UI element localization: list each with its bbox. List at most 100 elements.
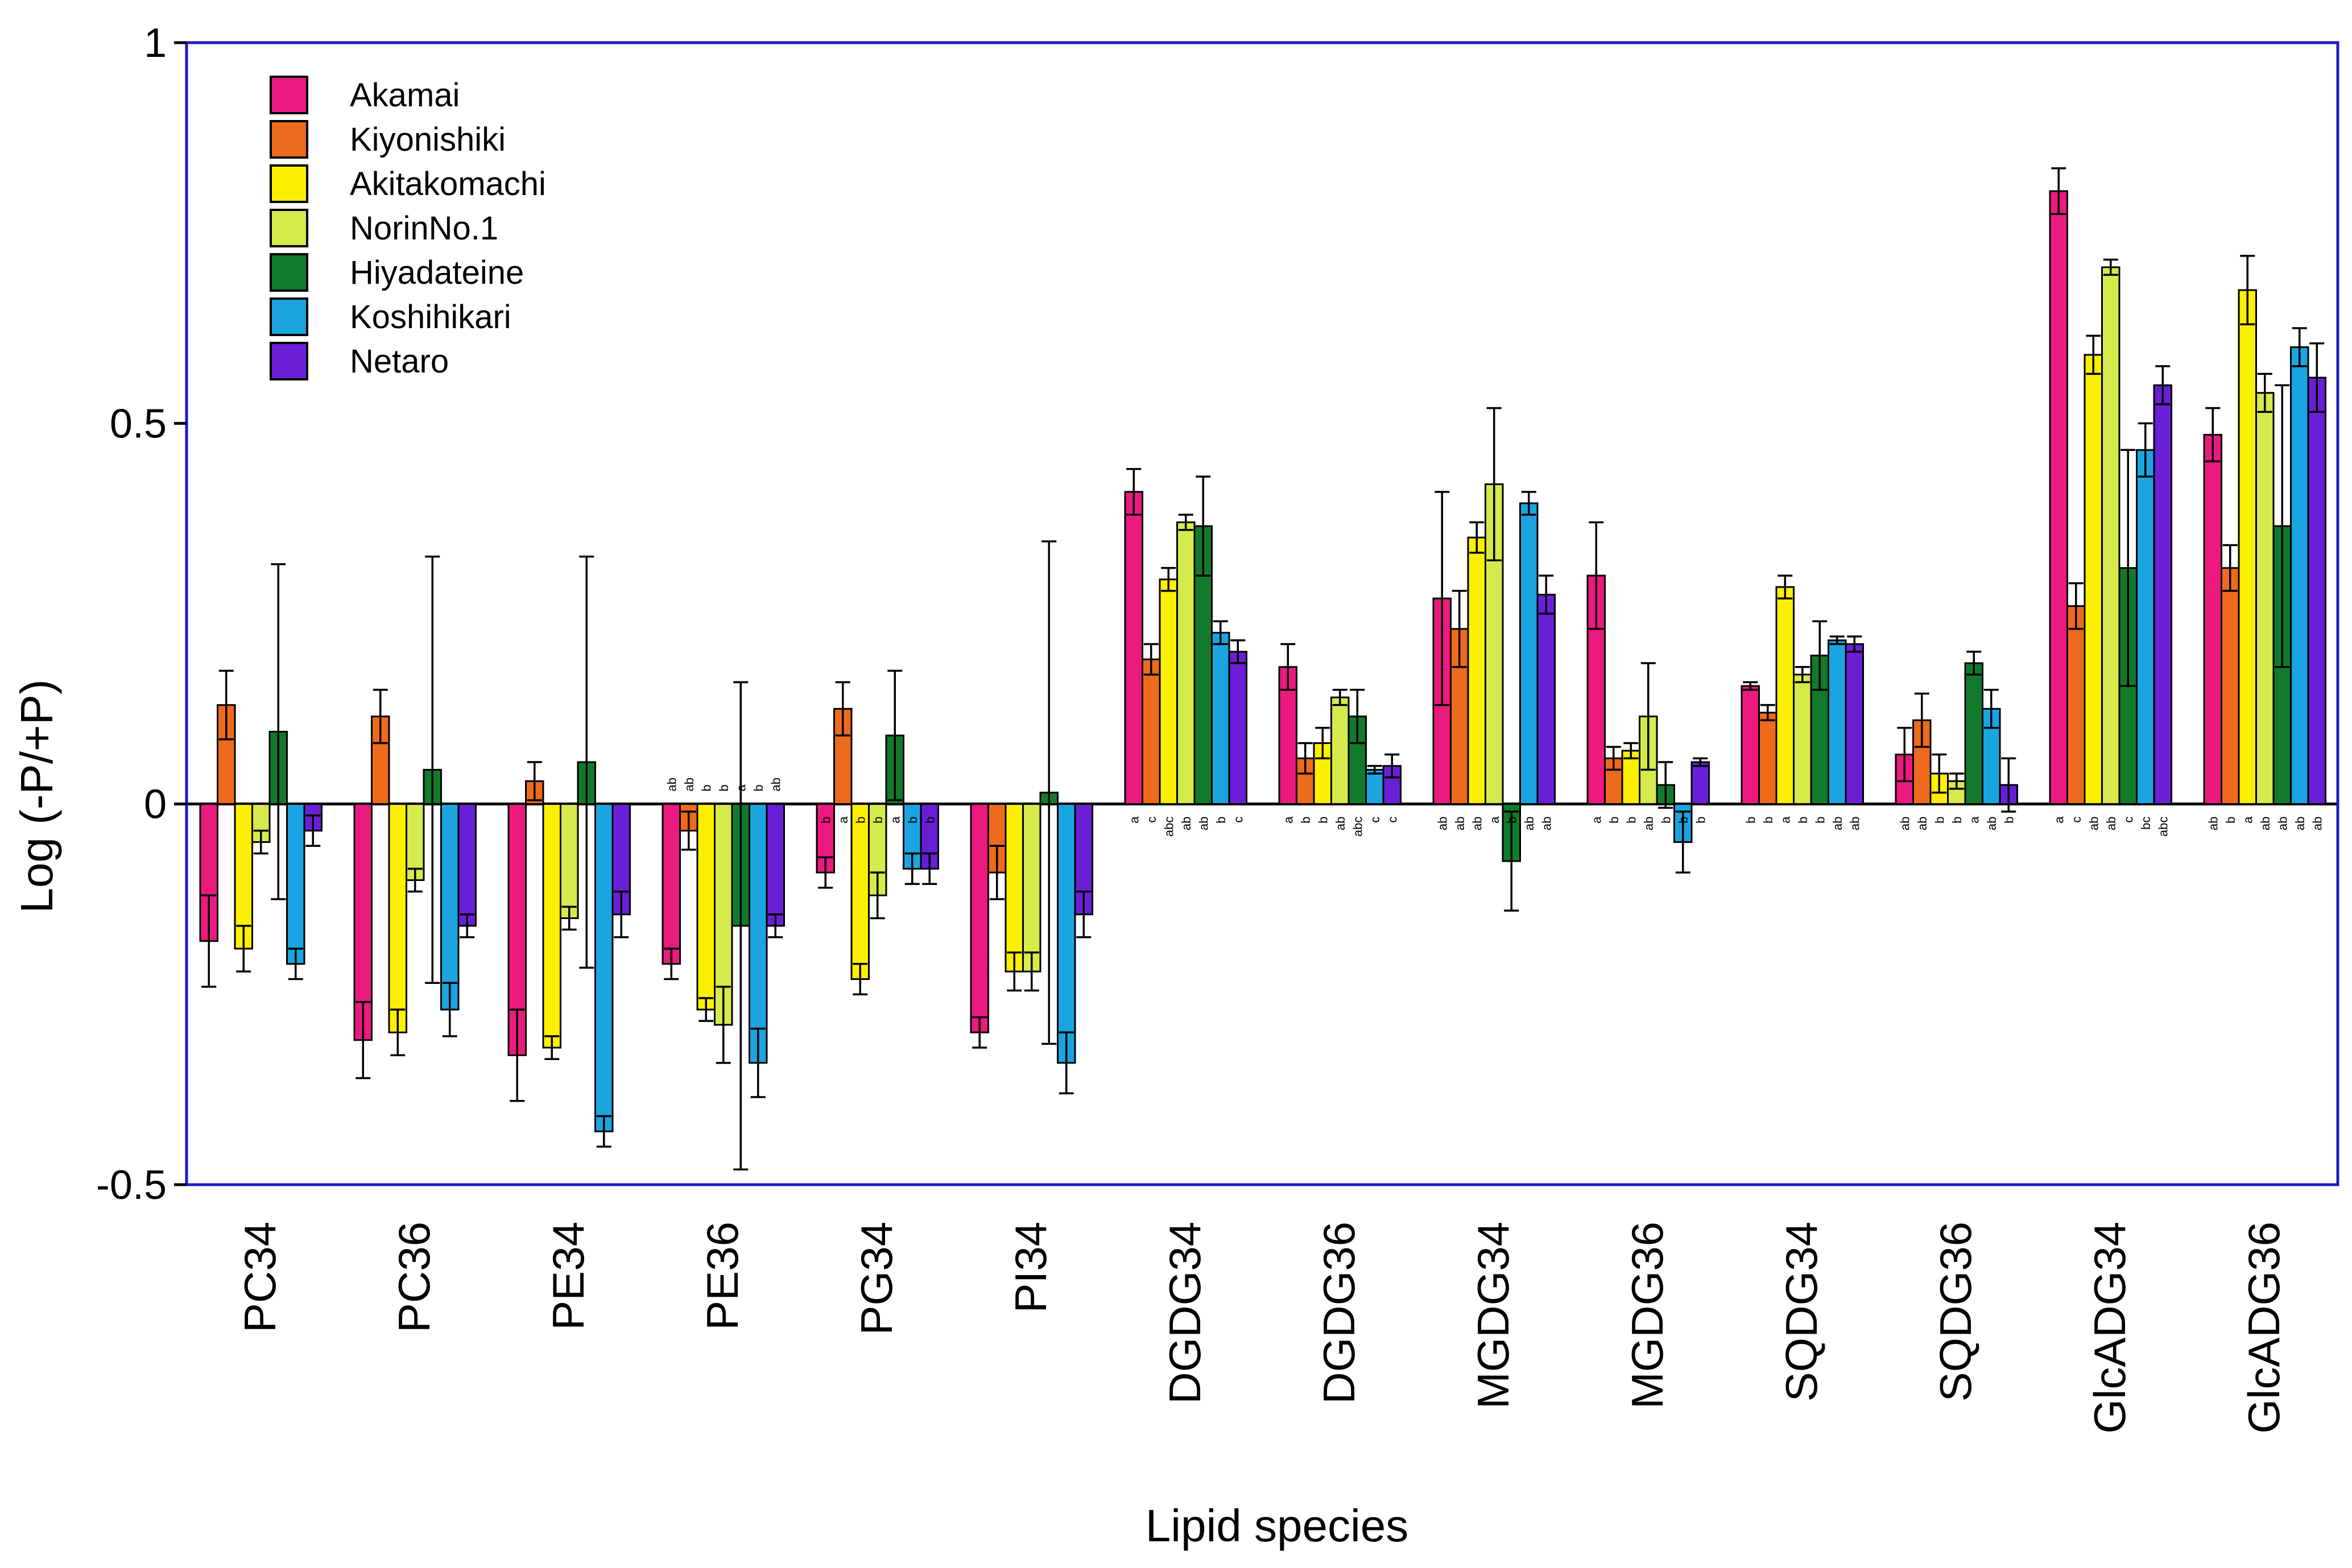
significance-letter: b [1504, 817, 1519, 824]
legend-swatch-NorinNo.1 [270, 209, 308, 247]
bar-PC36-Koshihikari [440, 803, 460, 1011]
significance-letter: b [853, 817, 867, 824]
y-tick-label: -0.5 [96, 1162, 167, 1208]
legend-swatch-Netaro [270, 342, 308, 380]
y-tick-label: 0.5 [110, 401, 167, 446]
bar-GlcADG36-Kiyonishiki [2221, 567, 2240, 805]
significance-letter: c [2069, 817, 2084, 823]
legend-label-Hiyadateine: Hiyadateine [350, 254, 524, 291]
significance-letter: ab [1985, 817, 1999, 830]
significance-letter: b [1796, 817, 1810, 824]
legend: Akamai Kiyonishiki Akitakomachi NorinNo.1 Hi… [270, 76, 546, 380]
bar-MGDG34-Koshihikari [1519, 502, 1539, 805]
legend-label-Akitakomachi: Akitakomachi [350, 166, 546, 202]
bar-DGDG34-Akamai [1124, 491, 1143, 805]
category-label-SQDG34: SQDG34 [1776, 1222, 1826, 1401]
bar-SQDG34-NorinNo.1 [1793, 673, 1812, 805]
significance-letter: b [751, 784, 766, 791]
significance-letter: a [1589, 816, 1603, 824]
legend-label-Koshihikari: Koshihikari [350, 299, 511, 336]
bar-SQDG34-Akitakomachi [1775, 586, 1795, 805]
significance-letter: abc [1161, 817, 1176, 837]
significance-letter: b [923, 817, 937, 824]
significance-letter: ab [1196, 817, 1210, 830]
significance-letter: ab [2104, 817, 2118, 830]
bar-DGDG34-Akitakomachi [1159, 578, 1178, 805]
bar-PE36-Koshihikari [749, 803, 768, 1064]
significance-letter: b [1316, 817, 1330, 824]
legend-swatch-Koshihikari [270, 297, 308, 336]
significance-letter: ab [1179, 817, 1193, 830]
error-bars-group [201, 167, 2325, 1170]
significance-letter: ab [1522, 817, 1536, 830]
bar-DGDG34-Netaro [1228, 651, 1247, 805]
bar-GlcADG36-Akamai [2203, 433, 2222, 805]
bar-PC36-Akitakomachi [388, 803, 407, 1033]
category-label-MGDG34: MGDG34 [1468, 1222, 1518, 1409]
legend-label-Netaro: Netaro [350, 343, 449, 380]
significance-letter: ab [1915, 817, 1929, 830]
significance-letter: b [1743, 817, 1758, 824]
bar-GlcADG34-Akitakomachi [2084, 354, 2103, 805]
significance-letter: b [1950, 817, 1964, 824]
significance-letter: c [1144, 817, 1159, 823]
significance-letter: ab [1453, 817, 1467, 830]
bar-PG34-Akitakomachi [850, 803, 870, 980]
bar-MGDG34-Akitakomachi [1467, 536, 1486, 805]
bar-PI34-Akitakomachi [1005, 803, 1024, 973]
significance-letter: ab [1539, 817, 1553, 830]
significance-letter: abc [2156, 817, 2170, 837]
significance-letter: b [819, 817, 833, 824]
bar-PC34-Koshihikari [286, 803, 305, 965]
bar-GlcADG34-Akamai [2049, 190, 2068, 805]
bar-PC34-Akitakomachi [234, 803, 253, 950]
bar-SQDG34-Netaro [1845, 643, 1864, 805]
significance-letter: b [1693, 817, 1708, 824]
significance-letter: ab [2206, 817, 2220, 830]
significance-letter: a [1487, 816, 1502, 824]
bar-PE36-Akitakomachi [696, 803, 716, 1011]
significance-letter: ab [768, 777, 783, 791]
category-label-PC34: PC34 [235, 1222, 285, 1333]
significance-letter: a [2241, 816, 2255, 824]
bar-PE34-Koshihikari [594, 803, 614, 1132]
significance-letter: b [1659, 817, 1673, 824]
legend-swatch-Kiyonishiki [270, 120, 308, 159]
significance-letter: ab [682, 777, 696, 791]
legend-label-NorinNo.1: NorinNo.1 [350, 210, 498, 247]
significance-letter: b [1761, 817, 1775, 824]
significance-letter: a [2052, 816, 2066, 824]
bar-DGDG34-Kiyonishiki [1142, 658, 1161, 805]
significance-letter: ab [1470, 817, 1484, 830]
significance-letter: b [1813, 817, 1827, 824]
significance-letter: a [734, 784, 748, 792]
significance-letter: ab [1898, 817, 1912, 830]
significance-letter: c [1368, 817, 1382, 823]
legend-swatch-Akitakomachi [270, 164, 308, 203]
y-tick-label: 0 [144, 782, 167, 828]
significance-letter: ab [1830, 817, 1845, 830]
legend-label-Akamai: Akamai [350, 77, 460, 114]
significance-letter: b [1932, 817, 1946, 824]
bar-MGDG36-Kiyonishiki [1604, 757, 1623, 805]
bar-GlcADG36-Koshihikari [2290, 346, 2309, 805]
significance-letter: b [871, 817, 885, 824]
x-axis-category-labels: PC34 PC36 PE34 PE36 PG34 PI34 DGDG34 DGDG36 MGDG… [235, 1222, 2289, 1434]
legend-swatch-Hiyadateine [270, 253, 308, 292]
category-label-PG34: PG34 [851, 1222, 902, 1335]
category-label-PI34: PI34 [1006, 1222, 1056, 1313]
significance-letter: b [1214, 817, 1228, 824]
bar-GlcADG36-Netaro [2307, 377, 2326, 805]
significance-letter: a [1778, 816, 1792, 824]
bar-PE34-NorinNo.1 [560, 803, 579, 919]
plot-frame [185, 41, 2339, 1186]
legend-swatch-Akamai [270, 76, 308, 114]
significance-letter: b [2002, 817, 2016, 824]
y-tick-label: 1 [144, 20, 167, 66]
significance-letter: ab [2310, 817, 2324, 830]
bar-MGDG34-Netaro [1536, 594, 1556, 805]
category-label-DGDG36: DGDG36 [1314, 1222, 1364, 1404]
bar-PC36-NorinNo.1 [406, 803, 425, 882]
significance-letter: b [717, 784, 731, 791]
